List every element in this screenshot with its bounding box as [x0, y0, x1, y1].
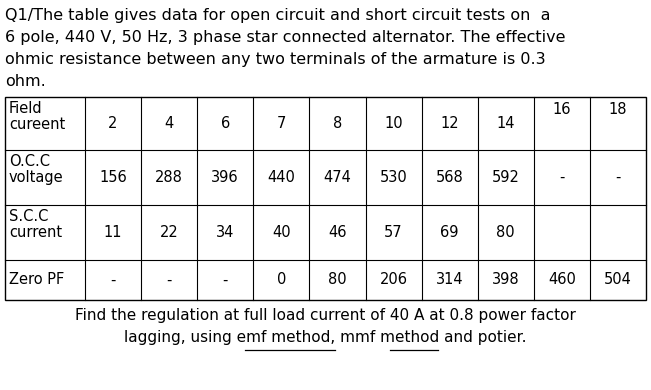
Text: 592: 592 [492, 170, 519, 185]
Text: 6: 6 [221, 116, 230, 131]
Text: 314: 314 [436, 273, 464, 287]
Text: Find the regulation at full load current of 40 A at 0.8 power factor: Find the regulation at full load current… [75, 308, 576, 323]
Text: 12: 12 [440, 116, 459, 131]
Text: 34: 34 [216, 225, 234, 240]
Text: lagging, using emf method, mmf method and potier.: lagging, using emf method, mmf method an… [124, 330, 527, 345]
Text: 474: 474 [324, 170, 352, 185]
Text: 460: 460 [548, 273, 575, 287]
Text: 288: 288 [155, 170, 183, 185]
Text: -: - [559, 170, 564, 185]
Text: voltage: voltage [9, 170, 64, 185]
Text: 398: 398 [492, 273, 519, 287]
Text: 440: 440 [268, 170, 296, 185]
Text: 14: 14 [497, 116, 515, 131]
Text: Zero PF: Zero PF [9, 273, 64, 287]
Text: 0: 0 [277, 273, 286, 287]
Text: cureent: cureent [9, 117, 65, 132]
Text: O.C.C: O.C.C [9, 154, 50, 169]
Text: 10: 10 [384, 116, 403, 131]
Text: 8: 8 [333, 116, 342, 131]
Text: 69: 69 [440, 225, 459, 240]
Text: 530: 530 [380, 170, 408, 185]
Text: 40: 40 [272, 225, 290, 240]
Text: 2: 2 [108, 116, 118, 131]
Text: 80: 80 [328, 273, 347, 287]
Text: -: - [615, 170, 620, 185]
Text: 18: 18 [609, 102, 627, 117]
Text: ohmic resistance between any two terminals of the armature is 0.3: ohmic resistance between any two termina… [5, 52, 546, 67]
Text: 504: 504 [604, 273, 632, 287]
Text: 4: 4 [165, 116, 174, 131]
Text: 22: 22 [159, 225, 178, 240]
Text: -: - [223, 273, 228, 287]
Text: 396: 396 [212, 170, 239, 185]
Text: 57: 57 [384, 225, 403, 240]
Text: -: - [111, 273, 116, 287]
Text: 16: 16 [553, 102, 571, 117]
Text: current: current [9, 225, 62, 240]
Bar [5, 97, 646, 300]
Text: 11: 11 [104, 225, 122, 240]
Text: 206: 206 [380, 273, 408, 287]
Text: 568: 568 [436, 170, 464, 185]
Text: 80: 80 [497, 225, 515, 240]
Text: 46: 46 [328, 225, 347, 240]
Text: S.C.C: S.C.C [9, 209, 48, 224]
Text: -: - [167, 273, 172, 287]
Text: Field: Field [9, 101, 42, 116]
Text: 7: 7 [277, 116, 286, 131]
Text: Q1/The table gives data for open circuit and short circuit tests on  a: Q1/The table gives data for open circuit… [5, 8, 551, 23]
Text: 156: 156 [99, 170, 127, 185]
Text: ohm.: ohm. [5, 74, 46, 89]
Text: 6 pole, 440 V, 50 Hz, 3 phase star connected alternator. The effective: 6 pole, 440 V, 50 Hz, 3 phase star conne… [5, 30, 566, 45]
